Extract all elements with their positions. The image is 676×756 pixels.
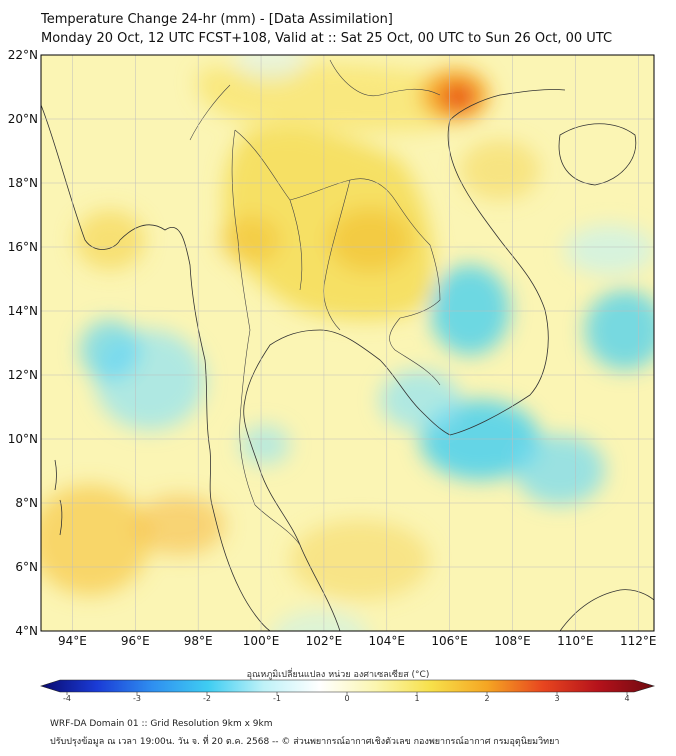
lat-tick-label: 6°N [15,560,38,574]
lon-tick-label: 112°E [620,634,657,648]
longitude-axis: 94°E 96°E 98°E 100°E 102°E 104°E 106°E 108°E 110… [58,634,657,648]
map-subtitle: Monday 20 Oct, 12 UTC FCST+108, Valid at… [41,31,613,46]
colorbar-tick-label: 3 [554,694,559,703]
latitude-axis: 4°N 6°N 8°N 10°N 12°N 14°N 16°N 18°N 20°N 22°N [8,48,38,638]
lat-tick-label: 14°N [8,304,38,318]
boundaries [189,59,441,546]
lat-tick-label: 16°N [8,240,38,254]
footer-credit: ปรับปรุงข้อมูล ณ เวลา 19:00น. วัน จ. ที่… [50,737,560,747]
temperature-change-map: 94°E 96°E 98°E 100°E 102°E 104°E 106°E 108°E 110… [8,48,657,703]
lat-tick-label: 20°N [8,112,38,126]
colorbar-tick-label: -4 [63,694,71,703]
footer-model-info: WRF-DA Domain 01 :: Grid Resolution 9km … [50,719,273,729]
lat-tick-label: 4°N [15,624,38,638]
colorbar-tick-label: 4 [624,694,629,703]
colorbar-tick-label: 1 [414,694,419,703]
colorbar-tick-label: -2 [203,694,211,703]
plot-frame [40,54,655,632]
lon-tick-label: 94°E [58,634,87,648]
lon-tick-label: 98°E [184,634,213,648]
lat-tick-label: 10°N [8,432,38,446]
colorbar-tick-label: -3 [133,694,141,703]
map-title: Temperature Change 24-hr (mm) - [Data As… [41,12,393,27]
colorbar-tick-label: -1 [273,694,281,703]
gridlines [41,55,654,631]
lat-tick-label: 8°N [15,496,38,510]
lat-tick-label: 22°N [8,48,38,62]
lon-tick-label: 104°E [369,634,406,648]
colorbar: -4 -3 -2 -1 0 1 2 3 4 [40,679,656,703]
colorbar-title: อุณหภูมิเปลี่ยนแปลง หน่วย องศาเซลเซียส (… [246,670,430,680]
lon-tick-label: 110°E [557,634,594,648]
colorbar-tick-label: 2 [484,694,489,703]
lon-tick-label: 108°E [494,634,531,648]
lat-tick-label: 12°N [8,368,38,382]
colorbar-tick-label: 0 [344,694,349,703]
lon-tick-label: 102°E [306,634,343,648]
lon-tick-label: 106°E [431,634,468,648]
lat-tick-label: 18°N [8,176,38,190]
lon-tick-label: 100°E [243,634,280,648]
lon-tick-label: 96°E [121,634,150,648]
